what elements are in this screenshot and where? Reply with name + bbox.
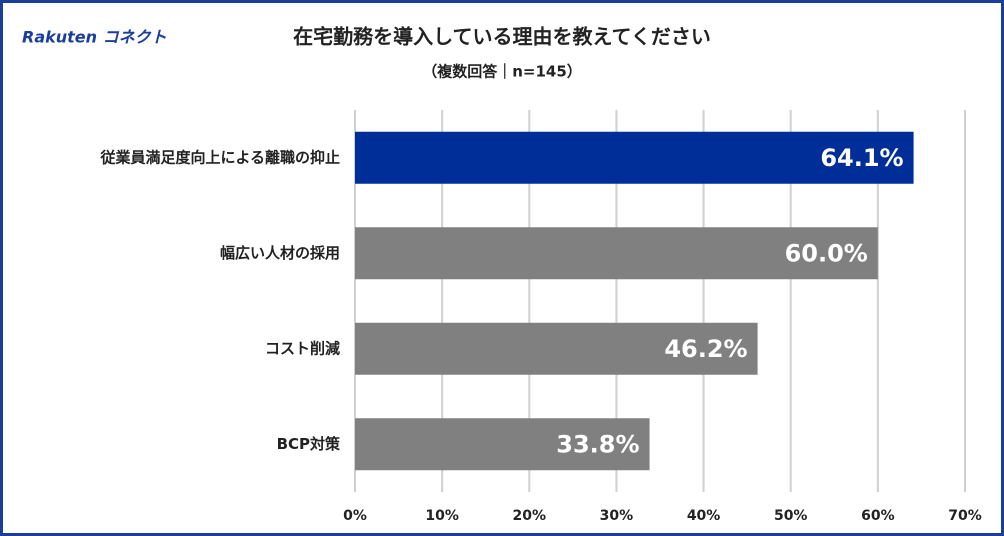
x-tick-label: 40% xyxy=(687,508,721,524)
y-tick-label: 従業員満足度向上による離職の抑止 xyxy=(99,148,340,166)
chart-subtitle: （複数回答｜n=145） xyxy=(422,63,582,81)
y-tick-label: コスト削減 xyxy=(265,339,340,357)
value-label: 33.8% xyxy=(556,430,639,458)
chart-title: 在宅勤務を導入している理由を教えてください xyxy=(293,25,711,49)
value-label: 64.1% xyxy=(820,144,903,172)
bar xyxy=(355,131,914,184)
x-tick-label: 30% xyxy=(600,508,634,524)
x-tick-label: 0% xyxy=(343,508,367,524)
y-tick-label: BCP対策 xyxy=(277,435,341,453)
value-label: 60.0% xyxy=(785,239,868,267)
bar xyxy=(355,322,758,375)
x-tick-label: 50% xyxy=(774,508,808,524)
x-tick-label: 10% xyxy=(425,508,459,524)
bar xyxy=(355,418,650,471)
value-label: 46.2% xyxy=(664,335,747,363)
x-tick-label: 20% xyxy=(513,508,547,524)
x-tick-label: 60% xyxy=(861,508,895,524)
bar xyxy=(355,227,878,280)
logo: Rakuten コネクト xyxy=(22,28,167,47)
x-tick-label: 70% xyxy=(948,508,982,524)
y-tick-label: 幅広い人材の採用 xyxy=(220,244,340,262)
